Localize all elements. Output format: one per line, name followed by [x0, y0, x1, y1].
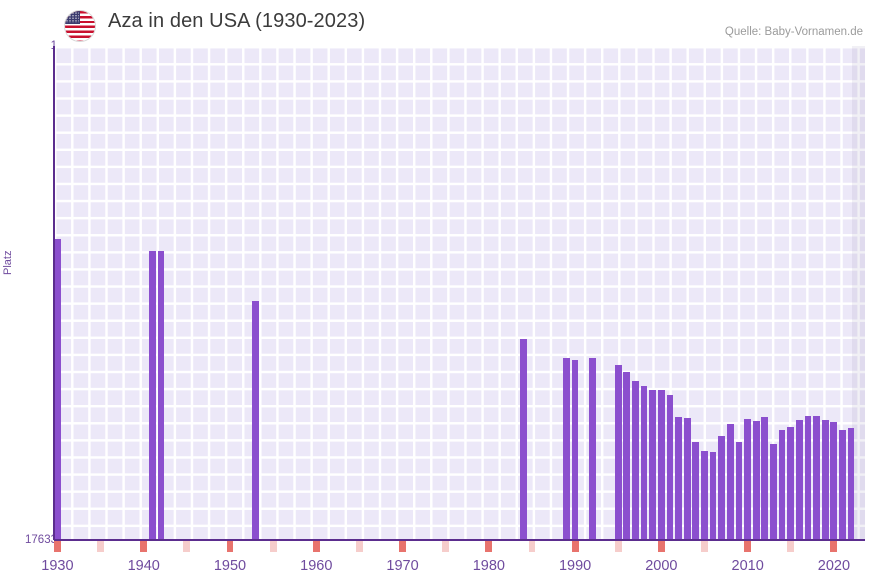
bar-2015 [787, 427, 795, 540]
bar-2019 [821, 420, 829, 540]
x-tick-major-1960 [312, 541, 320, 552]
x-axis-label-2000: 2000 [645, 558, 678, 574]
x-tick-minor-2005 [701, 541, 708, 552]
bar-1942 [157, 251, 165, 540]
bar-1992 [588, 357, 596, 540]
bar-1998 [640, 385, 648, 540]
bar-2006 [709, 452, 717, 540]
bars-layer [54, 46, 865, 540]
bar-2003 [683, 417, 691, 540]
y-axis-bottom-label: 17633 [25, 534, 57, 546]
x-tick-minor-1995 [614, 541, 622, 552]
bar-2002 [675, 416, 682, 540]
x-axis-label-1950: 1950 [213, 558, 247, 574]
y-axis-line [53, 46, 55, 540]
bar-1990 [571, 360, 579, 540]
bar-2001 [666, 395, 674, 540]
x-axis-tick-marks [54, 541, 865, 552]
chart-header: Aza in den USA (1930-2023) Quelle: Baby-… [0, 0, 873, 46]
bar-2009 [735, 441, 743, 540]
bar-2011 [752, 421, 760, 540]
bar-1995 [614, 365, 622, 540]
plot-area [54, 46, 865, 540]
x-axis-label-1930: 1930 [41, 558, 74, 574]
page-title: Aza in den USA (1930-2023) [108, 10, 366, 32]
bar-1999 [649, 389, 657, 540]
bar-2018 [813, 415, 820, 540]
x-axis-label-1990: 1990 [558, 558, 592, 574]
bar-2008 [726, 424, 734, 540]
bar-1953 [252, 300, 260, 540]
bar-2020 [830, 421, 838, 540]
x-axis-label-1980: 1980 [472, 558, 505, 574]
shaded-region [852, 46, 865, 540]
flag-canton [65, 11, 80, 24]
bar-2014 [778, 429, 786, 540]
x-axis-label-1970: 1970 [386, 558, 419, 574]
x-tick-minor-1965 [355, 541, 363, 552]
bar-1989 [563, 357, 570, 540]
x-tick-major-2020 [830, 541, 838, 552]
grid-background [54, 46, 865, 540]
x-tick-minor-1935 [97, 541, 105, 552]
bar-1930 [54, 238, 61, 540]
x-tick-major-1980 [485, 541, 493, 552]
x-axis-label-2020: 2020 [817, 558, 851, 574]
bar-1996 [623, 371, 631, 540]
x-tick-major-2000 [657, 541, 665, 552]
us-flag-icon [64, 10, 96, 42]
x-axis-label-2010: 2010 [731, 558, 764, 574]
bar-2017 [804, 415, 812, 540]
x-tick-major-2010 [744, 541, 752, 552]
x-tick-minor-1985 [528, 541, 536, 552]
bar-2013 [770, 443, 777, 540]
bar-2016 [795, 420, 803, 540]
x-axis-label-1940: 1940 [127, 558, 160, 574]
x-tick-major-1990 [571, 541, 579, 552]
x-axis-line [54, 539, 865, 541]
bar-1984 [519, 339, 527, 540]
x-tick-major-1970 [399, 541, 406, 552]
y-axis-title: Platz [2, 250, 14, 275]
x-tick-minor-1955 [269, 541, 277, 552]
bar-2005 [701, 450, 708, 540]
bar-2000 [657, 389, 665, 540]
x-tick-minor-2015 [787, 541, 795, 552]
bar-2007 [718, 436, 726, 540]
bar-1997 [632, 381, 639, 540]
bar-2010 [744, 418, 751, 540]
x-axis-label-1960: 1960 [300, 558, 333, 574]
x-tick-major-1930 [54, 541, 61, 552]
x-tick-minor-1975 [442, 541, 450, 552]
bar-2012 [761, 416, 769, 540]
source-attribution: Quelle: Baby-Vornamen.de [724, 26, 863, 38]
bar-1941 [148, 251, 156, 540]
bar-2022 [847, 427, 855, 540]
x-tick-major-1940 [140, 541, 148, 552]
x-axis-labels: 1930 1940 1950 1960 1970 1980 1990 2000 2010 2020 [0, 558, 873, 580]
bar-2021 [839, 429, 846, 540]
x-tick-major-1950 [226, 541, 234, 552]
x-tick-minor-1945 [183, 541, 191, 552]
bar-2004 [692, 441, 700, 540]
